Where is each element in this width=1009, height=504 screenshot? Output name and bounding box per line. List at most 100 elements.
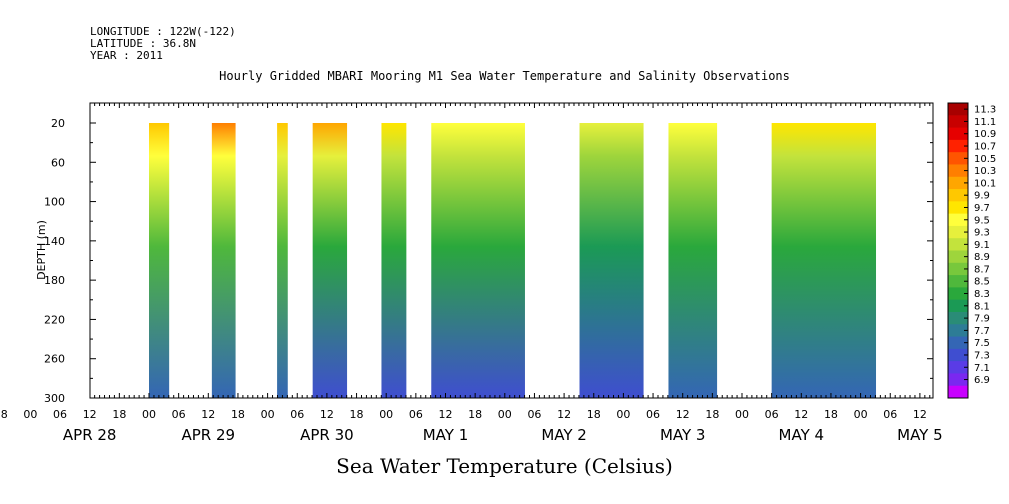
colorbar-swatch — [948, 336, 968, 350]
colorbar-swatch — [948, 189, 968, 202]
colorbar-swatch — [948, 324, 968, 338]
colorbar-label: 10.5 — [974, 154, 996, 165]
x-tick-label: 18 — [112, 408, 126, 421]
colorbar-swatch — [948, 103, 968, 116]
longitude-label: LONGITUDE : 122W(-122) — [90, 25, 236, 38]
chart-title: Hourly Gridded MBARI Mooring M1 Sea Wate… — [219, 69, 790, 83]
y-tick-label: 260 — [44, 353, 65, 366]
x-tick-label: 00 — [735, 408, 749, 421]
axis-ticks — [90, 103, 933, 399]
colorbar-label: 9.7 — [974, 203, 990, 214]
colorbar-label: 11.1 — [974, 117, 996, 128]
x-tick-label: 12 — [83, 408, 97, 421]
x-day-label: MAY 1 — [423, 426, 469, 444]
colorbar-swatch — [948, 373, 968, 387]
colorbar-label: 8.7 — [974, 264, 990, 275]
x-tick-label: 06 — [53, 408, 67, 421]
colorbar-label: 8.9 — [974, 252, 990, 263]
x-tick-label: 12 — [320, 408, 334, 421]
y-tick-label: 140 — [44, 235, 65, 248]
x-tick-label: 06 — [409, 408, 423, 421]
colorbar-swatch — [948, 238, 968, 251]
colorbar-label: 7.3 — [974, 350, 990, 361]
colorbar-label: 7.1 — [974, 363, 990, 374]
x-tick-label: 18 — [350, 408, 364, 421]
x-tick-label: 12 — [794, 408, 808, 421]
x-tick-label: 12 — [439, 408, 453, 421]
colorbar-swatch — [948, 287, 968, 301]
x-day-label: MAY 2 — [541, 426, 587, 444]
colorbar-label: 10.1 — [974, 178, 996, 189]
colorbar-label: 7.5 — [974, 338, 990, 349]
observation-block — [149, 123, 170, 398]
plot-frame — [89, 102, 934, 399]
observation-block — [771, 123, 877, 398]
colorbar-label: 8.5 — [974, 277, 990, 288]
colorbar-swatch — [948, 262, 968, 276]
colorbar-label: 7.9 — [974, 314, 990, 325]
x-tick-label: 00 — [854, 408, 868, 421]
colorbar-swatch — [948, 250, 968, 264]
x-tick-label: 06 — [765, 408, 779, 421]
x-tick-label: 18 — [587, 408, 601, 421]
colorbar-label: 6.9 — [974, 375, 990, 386]
y-tick-label: 180 — [44, 274, 65, 287]
colorbar-swatch — [948, 152, 968, 165]
x-tick-label: 12 — [201, 408, 215, 421]
x-tick-label: 12 — [913, 408, 927, 421]
x-tick-label: 06 — [527, 408, 541, 421]
colorbar-swatch — [948, 201, 968, 215]
colorbar-label: 8.3 — [974, 289, 990, 300]
x-tick-label: 00 — [142, 408, 156, 421]
y-axis-label: DEPTH (m) — [35, 220, 48, 280]
x-tick-label: 12 — [676, 408, 690, 421]
x-tick-label: 18 — [824, 408, 838, 421]
colorbar-label: 10.7 — [974, 142, 996, 153]
colorbar-label: 10.9 — [974, 129, 996, 140]
x-day-label: MAY 3 — [660, 426, 706, 444]
y-tick-label: 300 — [44, 392, 65, 405]
colorbar-swatch — [948, 164, 968, 178]
colorbar-swatch — [948, 299, 968, 313]
x-tick-label: 00 — [23, 408, 37, 421]
colorbar-label: 10.3 — [974, 166, 996, 177]
x-day-label: APR 30 — [300, 426, 354, 444]
colorbar-swatch — [948, 385, 968, 399]
x-day-label: MAY 5 — [897, 426, 943, 444]
colorbar-swatch — [948, 115, 968, 129]
colorbar-label: 8.1 — [974, 301, 990, 312]
latitude-label: LATITUDE : 36.8N — [90, 37, 196, 50]
x-tick-label: 00 — [498, 408, 512, 421]
x-day-label: APR 29 — [182, 426, 236, 444]
x-day-label: APR 28 — [63, 426, 117, 444]
x-day-label: MAY 4 — [779, 426, 825, 444]
colorbar-frame — [947, 102, 969, 399]
x-tick-label: 18 — [231, 408, 245, 421]
x-tick-label: 06 — [883, 408, 897, 421]
y-tick-label: 20 — [51, 117, 65, 130]
y-tick-label: 60 — [51, 156, 65, 169]
x-tick-label: 12 — [557, 408, 571, 421]
observation-block — [579, 123, 644, 398]
x-tick-label: 18 — [705, 408, 719, 421]
x-tick-label: 18 — [468, 408, 482, 421]
colorbar-swatch — [948, 225, 968, 239]
observation-block — [211, 123, 236, 398]
observation-block — [668, 123, 718, 398]
observation-block — [431, 123, 525, 398]
colorbar-swatch — [948, 176, 968, 190]
colorbar-swatch — [948, 275, 968, 288]
colorbar-label: 7.7 — [974, 326, 990, 337]
colorbar-title: Sea Water Temperature (Celsius) — [336, 454, 673, 478]
colorbar-label: 9.3 — [974, 228, 990, 239]
year-label: YEAR : 2011 — [90, 49, 163, 62]
observation-block — [277, 123, 288, 398]
colorbar-swatch — [948, 311, 968, 325]
colorbar-swatch — [948, 348, 968, 362]
data-area — [149, 123, 877, 398]
colorbar-swatch — [948, 361, 968, 374]
y-tick-label: 100 — [44, 196, 65, 209]
colorbar-label: 11.3 — [974, 105, 996, 116]
y-tick-label: 220 — [44, 313, 65, 326]
